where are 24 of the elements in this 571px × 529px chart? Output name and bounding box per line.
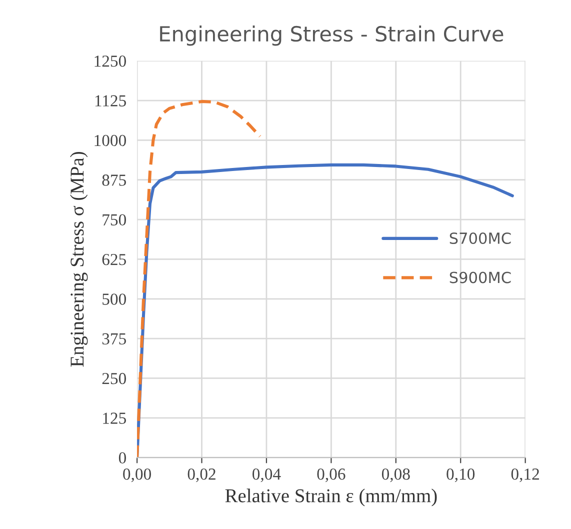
x-axis-title: Relative Strain ε (mm/mm)	[225, 488, 437, 506]
x-tick-label: 0,04	[252, 468, 281, 482]
y-tick-label: 1125	[95, 95, 126, 106]
x-tick-label: 0,08	[382, 468, 410, 482]
y-tick-label: 250	[102, 372, 126, 384]
y-tick-label: 1250	[94, 56, 126, 67]
y-tick-label: 375	[102, 333, 126, 345]
y-tick-label: 625	[102, 254, 126, 266]
y-tick-label: 125	[103, 412, 126, 424]
line-series	[137, 100, 262, 458]
x-tick-label: 0,06	[317, 468, 346, 482]
legend-label: S900MC	[450, 272, 511, 284]
y-axis-title: Engineering Stress σ (MPa)	[70, 152, 88, 367]
y-tick-label: 0	[118, 452, 126, 464]
y-tick-label: 500	[102, 294, 126, 305]
chart-title: Engineering Stress - Strain Curve	[160, 26, 504, 46]
x-tick-label: 0,00	[123, 468, 151, 482]
x-tick-label: 0,12	[511, 468, 539, 482]
y-tick-label: 1000	[94, 134, 126, 146]
x-tick-label: 0,02	[188, 468, 216, 482]
legend-label: S700MC	[450, 232, 511, 244]
x-tick-label: 0,10	[446, 468, 475, 482]
y-tick-label: 875	[102, 174, 126, 186]
y-tick-label: 750	[102, 214, 126, 226]
